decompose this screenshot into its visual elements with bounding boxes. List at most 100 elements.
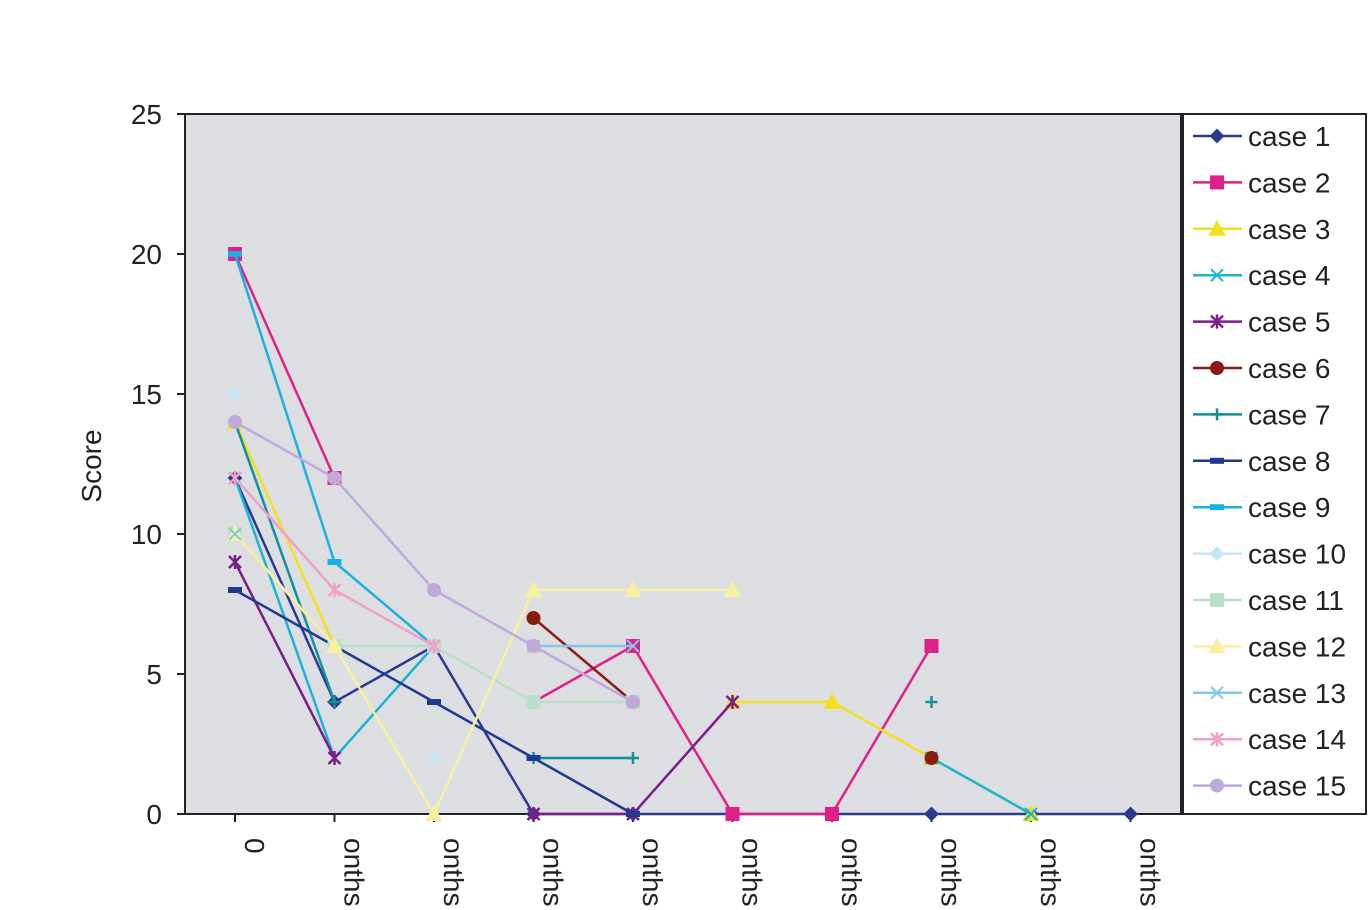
series-lines bbox=[226, 247, 1138, 822]
data-point bbox=[526, 807, 541, 821]
data-point bbox=[526, 611, 541, 625]
series-line bbox=[233, 561, 336, 759]
data-point bbox=[1210, 593, 1224, 607]
legend-item: case 4 bbox=[1193, 260, 1331, 291]
data-point bbox=[427, 699, 441, 705]
data-point bbox=[925, 696, 938, 708]
data-point bbox=[427, 639, 441, 653]
series-line bbox=[532, 617, 634, 703]
legend-label: case 9 bbox=[1248, 492, 1331, 523]
data-point bbox=[327, 751, 342, 765]
series-line bbox=[233, 421, 336, 703]
data-point bbox=[526, 755, 541, 761]
legend: case 1 case 2 case 3 case 4 case 5 case 6 case… bbox=[1182, 113, 1367, 815]
data-point bbox=[825, 807, 839, 821]
data-point bbox=[228, 251, 242, 257]
data-point bbox=[425, 804, 443, 821]
data-point bbox=[624, 580, 642, 597]
legend-label: case 3 bbox=[1248, 214, 1331, 245]
legend-item: case 11 bbox=[1193, 585, 1344, 616]
data-point bbox=[328, 696, 341, 708]
x-tick-label: onths bbox=[936, 838, 967, 907]
legend-item: case 7 bbox=[1193, 399, 1331, 430]
y-tick-label: 5 bbox=[146, 659, 162, 690]
legend-item: case 14 bbox=[1193, 724, 1346, 755]
series-line bbox=[234, 533, 733, 817]
legend-label: case 7 bbox=[1248, 399, 1331, 430]
x-tick-label: onths bbox=[1035, 838, 1066, 907]
data-point bbox=[626, 639, 640, 653]
data-point bbox=[627, 752, 639, 764]
data-point bbox=[228, 555, 242, 569]
y-tick-label: 10 bbox=[131, 519, 162, 550]
data-point bbox=[924, 751, 939, 765]
series-case-8 bbox=[228, 587, 640, 817]
data-point bbox=[1209, 546, 1225, 562]
data-point bbox=[524, 580, 543, 597]
x-tick-label: onths bbox=[836, 838, 867, 907]
data-point bbox=[1024, 807, 1038, 821]
data-point bbox=[1210, 457, 1224, 464]
data-point bbox=[1210, 732, 1224, 747]
legend-label: case 13 bbox=[1248, 678, 1346, 709]
legend-item: case 3 bbox=[1193, 214, 1331, 245]
x-tick-label: onths bbox=[339, 838, 370, 907]
legend-item: case 1 bbox=[1193, 121, 1331, 152]
x-axis-ticks: 0 onths onths onths onths onths onths onths onth… bbox=[234, 814, 1166, 907]
legend-item: case 15 bbox=[1193, 771, 1346, 802]
series-case-10 bbox=[227, 386, 442, 766]
legend-label: case 5 bbox=[1248, 307, 1331, 338]
data-point bbox=[924, 806, 939, 822]
data-point bbox=[526, 639, 541, 653]
x-tick-label: onths bbox=[637, 838, 668, 907]
data-point bbox=[1210, 361, 1224, 375]
data-point bbox=[823, 692, 841, 709]
x-tick-label: onths bbox=[538, 838, 569, 907]
legend-item: case 10 bbox=[1193, 539, 1346, 570]
data-point bbox=[626, 695, 640, 709]
data-point bbox=[228, 527, 242, 541]
legend-item: case 5 bbox=[1193, 307, 1331, 338]
legend-item: case 9 bbox=[1193, 492, 1331, 523]
series-line bbox=[930, 756, 1032, 816]
x-tick-label: onths bbox=[1135, 838, 1166, 907]
data-point bbox=[526, 695, 541, 709]
data-point bbox=[1211, 408, 1223, 421]
data-point bbox=[327, 583, 342, 597]
data-point bbox=[325, 636, 344, 653]
data-point bbox=[626, 811, 640, 817]
data-point bbox=[427, 583, 441, 597]
x-tick-label: 0 bbox=[239, 838, 270, 854]
data-point bbox=[723, 580, 742, 597]
y-tick-label: 0 bbox=[146, 799, 162, 830]
legend-label: case 8 bbox=[1248, 446, 1331, 477]
data-point bbox=[924, 639, 939, 653]
legend-label: case 10 bbox=[1248, 539, 1346, 570]
y-tick-label: 15 bbox=[131, 379, 162, 410]
y-axis-label: Score bbox=[76, 429, 107, 502]
series-line bbox=[233, 253, 336, 479]
data-point bbox=[1210, 314, 1224, 329]
legend-item: case 2 bbox=[1193, 167, 1331, 198]
data-point bbox=[1210, 268, 1224, 282]
legend-label: case 12 bbox=[1248, 631, 1346, 662]
data-point bbox=[1208, 219, 1226, 236]
data-point bbox=[725, 695, 740, 709]
legend-label: case 11 bbox=[1248, 585, 1344, 616]
series-case-15 bbox=[228, 415, 640, 709]
legend-label: case 1 bbox=[1248, 121, 1331, 152]
data-point bbox=[327, 559, 342, 565]
series-case-14 bbox=[228, 471, 441, 653]
legend-label: case 6 bbox=[1248, 353, 1331, 384]
data-point bbox=[1123, 806, 1138, 822]
data-point bbox=[1210, 778, 1224, 793]
plot-area bbox=[184, 113, 1182, 815]
y-tick-label: 25 bbox=[131, 99, 162, 130]
legend-item: case 12 bbox=[1193, 631, 1346, 662]
data-point bbox=[1210, 504, 1224, 511]
y-tick-label: 20 bbox=[131, 239, 162, 270]
data-point bbox=[228, 471, 242, 485]
data-point bbox=[1210, 686, 1224, 700]
x-tick-label: onths bbox=[438, 838, 469, 907]
